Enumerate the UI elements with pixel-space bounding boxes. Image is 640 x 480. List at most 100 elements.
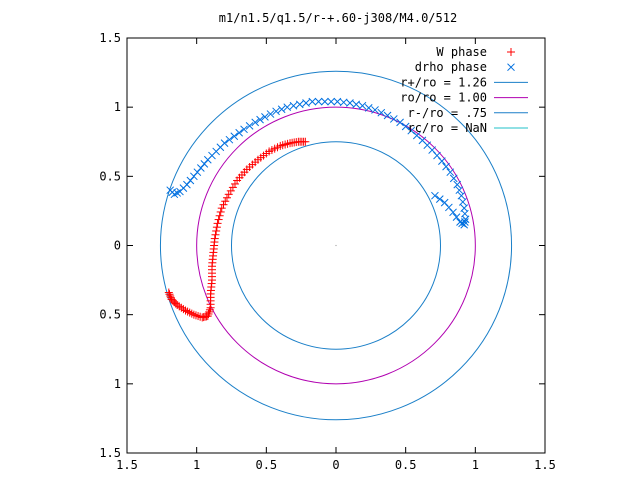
w-phase-point bbox=[173, 300, 182, 309]
drho-phase-point bbox=[295, 100, 304, 109]
w-phase-point bbox=[189, 310, 198, 319]
x-b bbox=[272, 107, 280, 116]
drho-phase-point bbox=[458, 198, 467, 206]
w-phase-point bbox=[183, 307, 192, 316]
series-drho-phase bbox=[166, 97, 470, 229]
x-b bbox=[435, 195, 444, 204]
x-b bbox=[507, 63, 515, 72]
x-b bbox=[452, 213, 461, 221]
legend-swatch-w-phase bbox=[507, 48, 515, 56]
x-b bbox=[240, 125, 248, 134]
w-phase-point bbox=[185, 308, 194, 317]
x-b bbox=[389, 115, 398, 123]
drho-phase-point bbox=[455, 186, 464, 195]
y-tick-label: 0.5 bbox=[99, 169, 121, 183]
w-phase-point bbox=[215, 211, 224, 220]
drho-phase-point bbox=[277, 105, 286, 114]
x-b bbox=[438, 157, 446, 165]
x-b bbox=[333, 97, 342, 106]
drho-phase-point bbox=[440, 198, 449, 207]
x-b bbox=[314, 97, 323, 106]
drho-phase-point bbox=[173, 189, 182, 197]
w-phase-point bbox=[212, 223, 221, 232]
x-b bbox=[431, 191, 439, 200]
w-phase-point bbox=[230, 179, 239, 188]
x-b bbox=[407, 126, 416, 135]
x-b bbox=[458, 198, 467, 206]
drho-phase-point bbox=[240, 125, 248, 134]
w-phase-point bbox=[175, 302, 184, 311]
x-b bbox=[277, 105, 286, 114]
w-phase-point bbox=[217, 204, 226, 213]
w-phase-point bbox=[203, 312, 212, 321]
x-b bbox=[235, 128, 244, 137]
drho-phase-point bbox=[364, 104, 373, 112]
x-b bbox=[449, 174, 458, 183]
w-phase-point bbox=[213, 219, 222, 228]
w-phase-point bbox=[181, 306, 190, 315]
x-b bbox=[396, 118, 404, 127]
x-b bbox=[423, 141, 432, 150]
drho-phase-point bbox=[261, 112, 269, 121]
x-b bbox=[352, 100, 361, 109]
w-phase-point bbox=[164, 288, 173, 297]
drho-phase-point bbox=[449, 174, 458, 183]
legend-label: ro/ro = 1.00 bbox=[400, 91, 487, 105]
axis-ticks: 1.5 1 0.5 0 0.5 1 1.51.510.500.511.5 bbox=[99, 31, 556, 472]
drho-phase-point bbox=[453, 180, 462, 189]
x-b bbox=[302, 99, 310, 107]
w-phase-point bbox=[194, 312, 203, 321]
drho-phase-point bbox=[308, 97, 317, 106]
drho-phase-point bbox=[302, 99, 310, 107]
drho-phase-point bbox=[314, 97, 323, 106]
circle-ro bbox=[196, 106, 476, 385]
x-b bbox=[418, 136, 427, 145]
w-phase-point bbox=[177, 303, 186, 312]
x-b bbox=[225, 135, 234, 144]
drho-phase-point bbox=[272, 107, 280, 116]
w-phase-point bbox=[301, 137, 310, 146]
x-b bbox=[446, 168, 455, 177]
w-phase-point bbox=[228, 183, 237, 192]
legend-label: r-/ro = .75 bbox=[408, 106, 487, 120]
w-phase-point bbox=[226, 186, 235, 195]
drho-phase-point bbox=[225, 135, 234, 144]
x-b bbox=[327, 97, 335, 106]
x-b bbox=[433, 151, 441, 160]
w-phase-point bbox=[221, 197, 230, 206]
drho-phase-point bbox=[438, 157, 446, 165]
w-phase-point bbox=[205, 305, 214, 314]
x-tick-label: 0.5 bbox=[255, 458, 277, 472]
drho-phase-point bbox=[452, 213, 461, 221]
x-b bbox=[245, 121, 254, 130]
w-phase-point bbox=[166, 291, 175, 300]
drho-phase-point bbox=[339, 98, 348, 107]
origin-dot bbox=[335, 244, 337, 247]
w-phase-point bbox=[212, 226, 221, 235]
x-b bbox=[364, 104, 373, 112]
drho-phase-point bbox=[389, 115, 398, 123]
x-b bbox=[358, 101, 367, 110]
x-b bbox=[377, 108, 386, 117]
x-b bbox=[295, 100, 304, 109]
point-series bbox=[164, 97, 470, 322]
x-b bbox=[383, 111, 392, 120]
x-b bbox=[230, 132, 239, 141]
drho-phase-point bbox=[352, 100, 361, 109]
x-tick-label: 0 bbox=[332, 458, 339, 472]
legend-label: rc/ro = NaN bbox=[408, 121, 487, 135]
drho-phase-point bbox=[377, 108, 386, 117]
drho-phase-point bbox=[245, 121, 254, 130]
x-b bbox=[457, 191, 466, 200]
w-phase-point bbox=[222, 193, 231, 202]
w-phase-point bbox=[191, 311, 200, 320]
x-b bbox=[220, 139, 229, 147]
drho-phase-point bbox=[358, 101, 367, 110]
circle-r bbox=[231, 141, 441, 350]
x-b bbox=[289, 101, 298, 110]
drho-phase-point bbox=[266, 110, 275, 118]
drho-phase-point bbox=[327, 97, 335, 106]
drho-phase-point bbox=[251, 118, 260, 127]
